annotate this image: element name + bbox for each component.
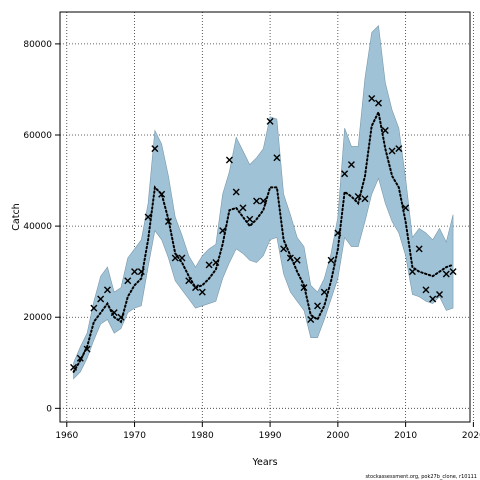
observed-point: [273, 154, 281, 162]
observed-point: [219, 227, 227, 235]
y-tick-label: 40000: [23, 222, 52, 232]
observed-point: [307, 316, 315, 323]
observed-point: [253, 197, 261, 205]
x-tick-label: 1990: [259, 431, 282, 441]
observed-point: [90, 304, 98, 312]
observed-point: [70, 363, 78, 371]
observed-point: [341, 170, 349, 178]
estimated-catch-line: [72, 109, 455, 373]
observed-point: [280, 245, 288, 253]
observed-catch-points: [70, 95, 457, 371]
x-tick-label: 2000: [326, 431, 349, 441]
observed-point: [314, 302, 322, 310]
x-tick-label: 2010: [394, 431, 417, 441]
footnote-text: stockassessment.org, pok27b_clone, r1011…: [365, 474, 477, 480]
x-tick-label: 1980: [191, 431, 214, 441]
observed-point: [137, 268, 145, 276]
observed-point: [375, 99, 383, 107]
confidence-band: [73, 25, 454, 380]
observed-point: [415, 245, 423, 253]
plot-frame: [59, 11, 471, 423]
y-tick-label: 20000: [23, 313, 52, 323]
observed-point: [144, 213, 152, 221]
observed-point: [381, 126, 389, 134]
x-tick-label: 1960: [55, 431, 78, 441]
observed-point: [164, 218, 172, 226]
observed-point: [368, 95, 376, 103]
y-tick-label: 0: [46, 404, 52, 414]
observed-point: [266, 117, 274, 125]
observed-point: [212, 259, 220, 267]
observed-point: [171, 254, 179, 262]
x-axis-label: Years: [251, 457, 277, 468]
observed-point: [158, 190, 166, 198]
observed-point: [117, 313, 125, 321]
observed-point: [205, 261, 213, 269]
observed-point: [178, 254, 186, 262]
observed-point: [300, 284, 308, 292]
observed-point: [320, 288, 328, 296]
observed-point: [442, 270, 450, 278]
observed-point: [286, 254, 294, 262]
observed-point: [361, 195, 369, 203]
observed-point: [293, 256, 301, 264]
y-tick-label: 60000: [23, 131, 52, 141]
observed-point: [429, 295, 437, 303]
observed-point: [131, 268, 139, 276]
observed-point: [402, 204, 410, 212]
observed-point: [259, 197, 267, 205]
observed-point: [246, 215, 254, 223]
observed-point: [225, 156, 233, 164]
observed-point: [124, 277, 132, 285]
estimated-catch-path: [72, 109, 455, 373]
observed-point: [334, 229, 342, 237]
confidence-band-area: [73, 25, 454, 380]
observed-point: [198, 288, 206, 296]
observed-point: [232, 188, 240, 196]
y-tick-label: 80000: [23, 40, 52, 50]
observed-point: [436, 290, 443, 298]
observed-point: [185, 277, 193, 285]
y-axis-label: Catch: [11, 203, 22, 230]
observed-point: [422, 286, 430, 294]
observed-point: [239, 204, 247, 212]
observed-point: [347, 161, 355, 169]
observed-point: [76, 354, 84, 362]
observed-point: [103, 286, 111, 294]
observed-point: [110, 309, 118, 317]
observed-point: [192, 284, 200, 292]
observed-point: [354, 193, 362, 200]
y-axis-ticks: 0 20000 40000 60000 80000: [23, 40, 60, 414]
observed-point: [97, 295, 105, 303]
observed-point: [327, 256, 335, 264]
observed-point: [388, 147, 396, 155]
observed-point: [395, 145, 403, 153]
x-tick-label: 1970: [123, 431, 146, 441]
observed-point: [408, 268, 416, 276]
observed-point: [151, 145, 159, 153]
observed-point: [83, 345, 91, 353]
observed-point: [449, 268, 457, 276]
